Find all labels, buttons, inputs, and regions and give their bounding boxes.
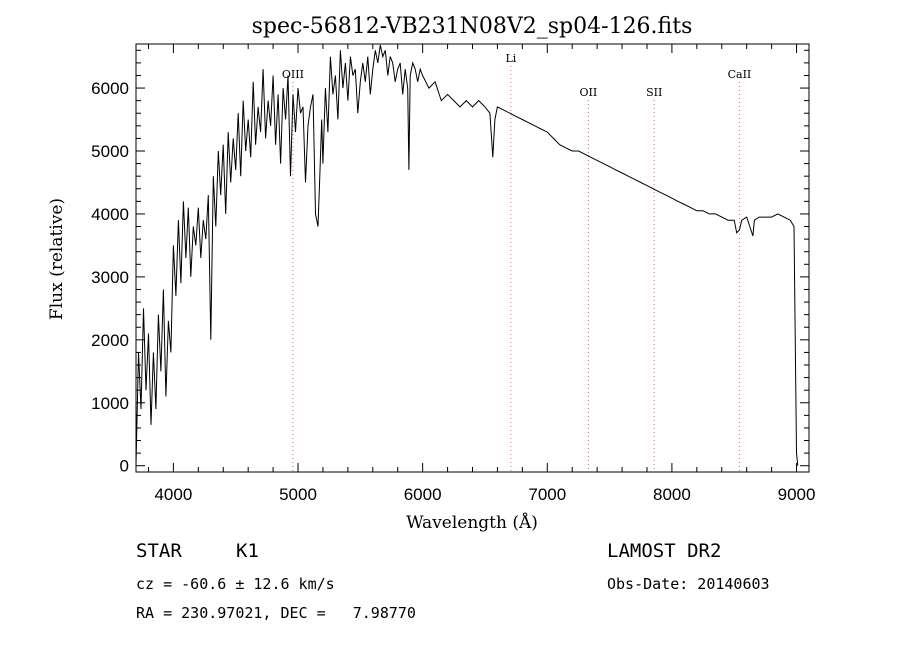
coordinates: RA = 230.97021, DEC = 7.98770 [136,604,416,622]
line-label-sii: SII [646,86,662,99]
y-tick-label: 4000 [91,205,129,224]
spectral-line-markers: OIII Li OII SII CaII [282,52,751,472]
spectral-subclass: K1 [236,540,259,562]
axis-ticks: 4000 5000 6000 7000 8000 9000 0 1000 2000 3000 400… [91,44,815,504]
plot-frame [135,43,810,473]
x-tick-label: 9000 [778,485,816,504]
x-tick-label: 8000 [653,485,691,504]
chart-title: spec-56812-VB231N08V2_sp04-126.fits [252,14,693,39]
x-tick-label: 7000 [528,485,566,504]
line-label-oiii: OIII [282,68,304,81]
x-axis-label: Wavelength (Å) [406,512,538,533]
y-tick-label: 5000 [91,142,129,161]
y-tick-label: 3000 [91,268,129,287]
x-tick-label: 6000 [404,485,442,504]
x-tick-label: 4000 [154,485,192,504]
y-tick-label: 6000 [91,79,129,98]
y-tick-label: 1000 [91,394,129,413]
spectrum-series-line [135,44,799,466]
observation-date: Obs-Date: 20140603 [607,575,770,593]
survey-name: LAMOST DR2 [607,540,722,562]
object-class: STAR [136,540,182,562]
y-tick-label: 0 [120,457,129,476]
redshift-info: cz = -60.6 ± 12.6 km/s [136,575,335,593]
y-axis-label: Flux (relative) [47,198,67,320]
line-label-li: Li [505,52,516,65]
x-tick-label: 5000 [279,485,317,504]
y-tick-label: 2000 [91,331,129,350]
line-label-oii: OII [580,86,598,99]
line-label-caii: CaII [728,68,752,81]
